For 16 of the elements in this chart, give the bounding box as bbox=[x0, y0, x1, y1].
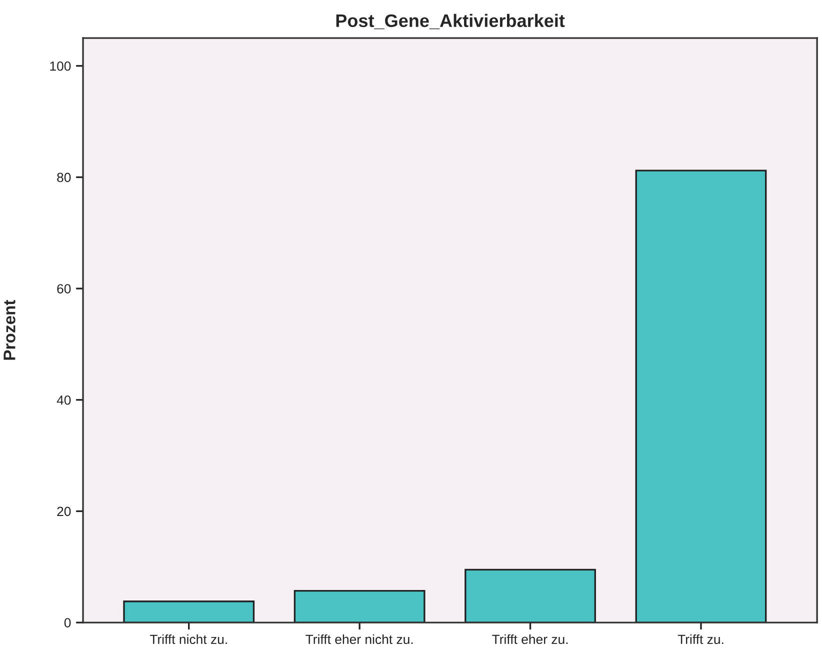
x-tick-label: Trifft eher nicht zu. bbox=[306, 634, 413, 644]
x-tick-label: Trifft nicht zu. bbox=[150, 634, 227, 644]
y-tick-label: 0 bbox=[64, 618, 71, 628]
y-tick-label: 100 bbox=[50, 61, 71, 71]
y-tick-label: 40 bbox=[56, 395, 71, 405]
y-axis-title: Prozent bbox=[4, 300, 16, 360]
x-tick-label: Trifft zu. bbox=[678, 634, 724, 644]
x-tick-label: Trifft eher zu. bbox=[492, 634, 568, 644]
chart-title: Post_Gene_Aktivierbarkeit bbox=[336, 14, 565, 30]
bar bbox=[294, 590, 426, 623]
y-tick-label: 20 bbox=[57, 506, 71, 516]
bar bbox=[123, 600, 255, 623]
y-tick-label: 60 bbox=[57, 284, 71, 294]
bar bbox=[464, 568, 596, 623]
y-tick-label: 80 bbox=[57, 172, 71, 182]
bar bbox=[635, 170, 767, 623]
